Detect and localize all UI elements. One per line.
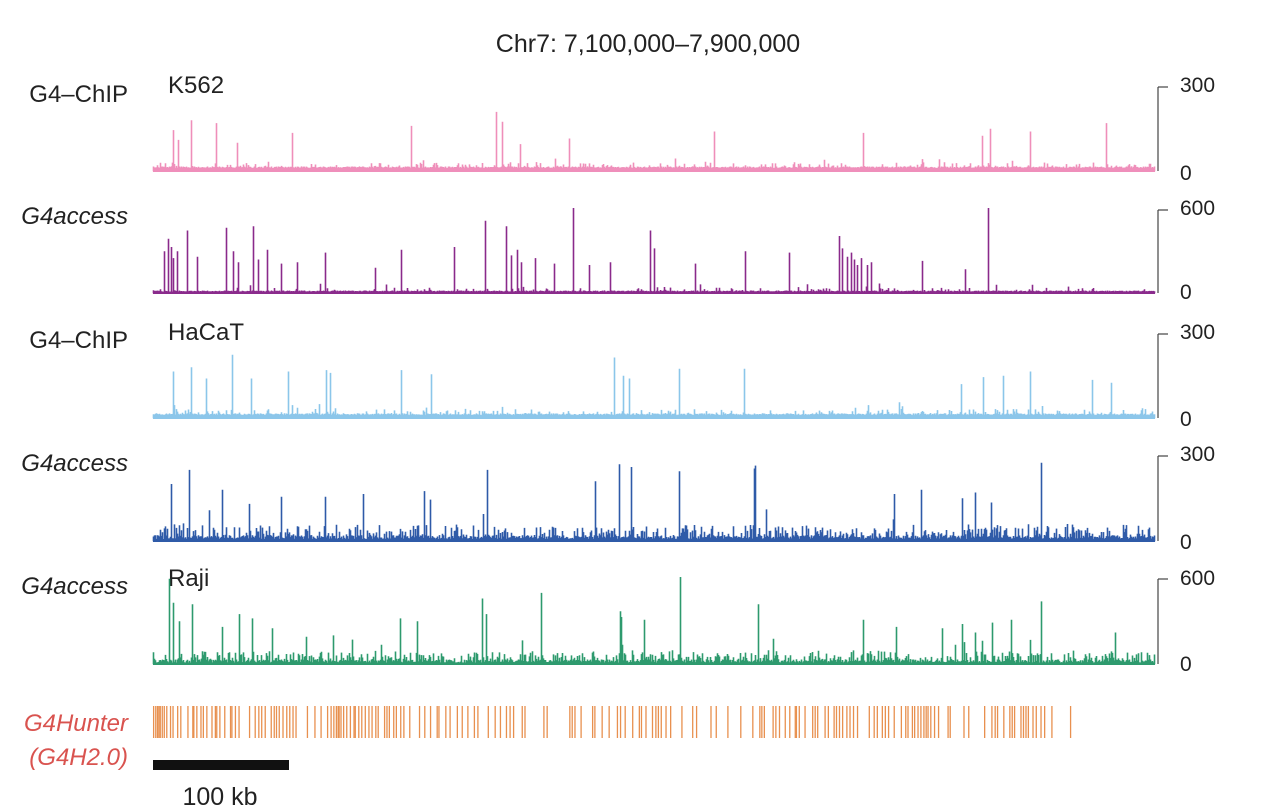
track-g4access-k562: G4access 600 0 — [21, 197, 1215, 304]
y-axis — [1157, 578, 1168, 664]
cell-line-label: K562 — [168, 72, 224, 99]
y-tick-label-max: 300 — [1180, 443, 1215, 466]
y-tick-label-min: 0 — [1180, 653, 1192, 676]
signal-area — [152, 208, 1156, 294]
y-tick-label-max: 300 — [1180, 321, 1215, 344]
signal-area — [152, 462, 1156, 542]
signal-area — [152, 577, 1156, 665]
track-label-line2: (G4H2.0) — [29, 744, 128, 771]
y-tick-label-max: 600 — [1180, 197, 1215, 220]
y-axis — [1157, 86, 1168, 171]
signal-path — [152, 462, 1156, 542]
y-axis — [1157, 455, 1168, 541]
motif-ticks — [152, 706, 1072, 738]
track-label: G4–ChIP — [29, 81, 128, 108]
signal-path — [152, 354, 1156, 419]
scale-bar-label: 100 kb — [182, 783, 257, 811]
track-label: G4access — [21, 573, 128, 600]
track-label: G4Hunter — [24, 710, 129, 737]
scale-bar-line — [153, 760, 289, 770]
cell-line-label: HaCaT — [168, 319, 244, 346]
region-title: Chr7: 7,100,000–7,900,000 — [496, 30, 800, 58]
signal-area — [152, 354, 1156, 419]
y-tick-label-min: 0 — [1180, 281, 1192, 304]
y-axis — [1157, 209, 1168, 293]
track-label: G4access — [21, 450, 128, 477]
signal-area — [152, 111, 1156, 172]
track-g4hunter-motifs: G4Hunter (G4H2.0) — [24, 706, 1072, 771]
y-tick-label-min: 0 — [1180, 408, 1192, 431]
signal-path — [152, 577, 1156, 665]
scale-bar: 100 kb — [153, 760, 289, 811]
track-g4access-hacat: G4access 300 0 — [21, 443, 1215, 554]
track-g4access-raji: G4access Raji 600 0 — [21, 565, 1215, 676]
track-label: G4access — [21, 203, 128, 230]
signal-path — [152, 111, 1156, 172]
track-label: G4–ChIP — [29, 327, 128, 354]
track-g4chip-k562: G4–ChIP K562 300 0 — [29, 72, 1215, 185]
y-tick-label-max: 600 — [1180, 567, 1215, 590]
y-tick-label-max: 300 — [1180, 74, 1215, 97]
track-g4chip-hacat: G4–ChIP HaCaT 300 0 — [29, 319, 1215, 431]
signal-path — [152, 208, 1156, 294]
y-axis — [1157, 333, 1168, 418]
cell-line-label: Raji — [168, 565, 209, 592]
y-tick-label-min: 0 — [1180, 162, 1192, 185]
y-tick-label-min: 0 — [1180, 531, 1192, 554]
